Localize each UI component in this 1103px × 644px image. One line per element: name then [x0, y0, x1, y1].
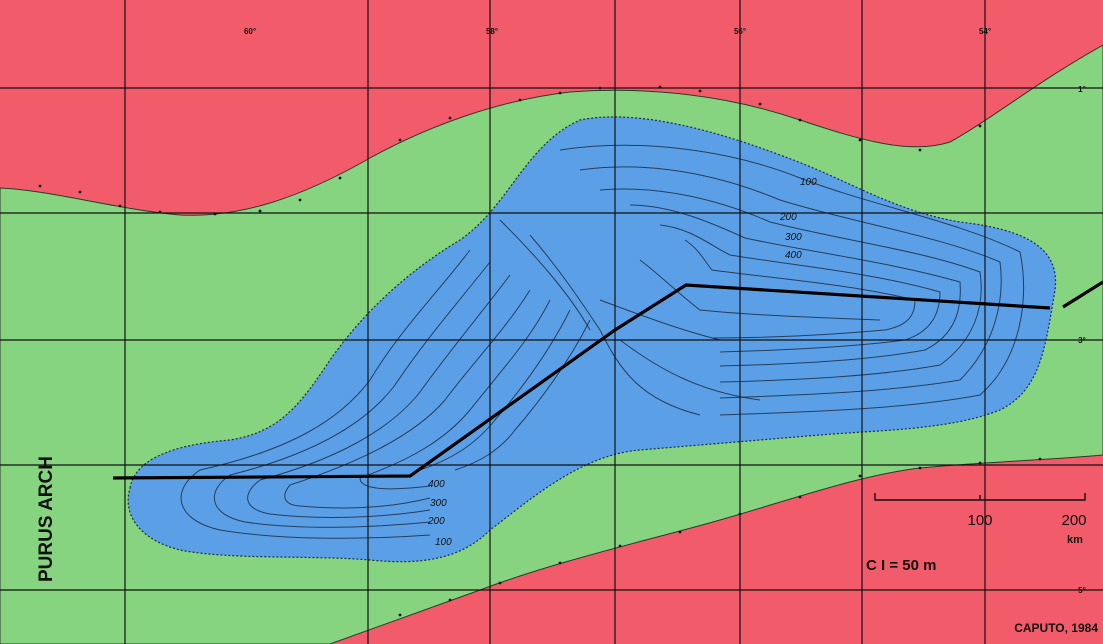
lat-label-5: 5°: [1078, 586, 1086, 595]
lon-label-54: 54°: [979, 27, 991, 36]
lon-label-58: 58°: [486, 27, 498, 36]
scale-unit: km: [1067, 534, 1083, 546]
contour-label-300-east: 300: [785, 232, 802, 243]
lon-label-56: 56°: [734, 27, 746, 36]
section-line: [112, 280, 1103, 480]
contour-label-400-west: 400: [428, 479, 445, 490]
lat-label-3: 3°: [1078, 336, 1086, 345]
contour-labels-west: 400 300 200 100: [427, 479, 452, 548]
contour-label-100-east: 100: [800, 177, 817, 188]
purus-arch-label: PURUS ARCH: [36, 456, 57, 582]
contour-label-200-east: 200: [779, 212, 797, 223]
contour-label-300-west: 300: [430, 498, 447, 509]
south-boundary-ticks: [398, 457, 1042, 617]
contour-label-400-east: 400: [785, 250, 802, 261]
contour-label-100-west: 100: [435, 537, 452, 548]
lat-label-1: 1°: [1078, 85, 1086, 94]
map-credit: CAPUTO, 1984: [1014, 621, 1098, 635]
contour-labels-east: 100 200 300 400: [779, 177, 817, 261]
scale-label-100: 100: [967, 512, 992, 529]
contour-interval-label: C I = 50 m: [866, 557, 936, 574]
scale-label-200: 200: [1061, 512, 1086, 529]
contour-lines-east: [559, 144, 1025, 416]
contour-lines-west: [180, 219, 761, 539]
scale-bar: [874, 493, 1086, 501]
lon-label-60: 60°: [244, 27, 256, 36]
contour-label-200-west: 200: [427, 516, 445, 527]
basin-interior: [127, 116, 1057, 563]
